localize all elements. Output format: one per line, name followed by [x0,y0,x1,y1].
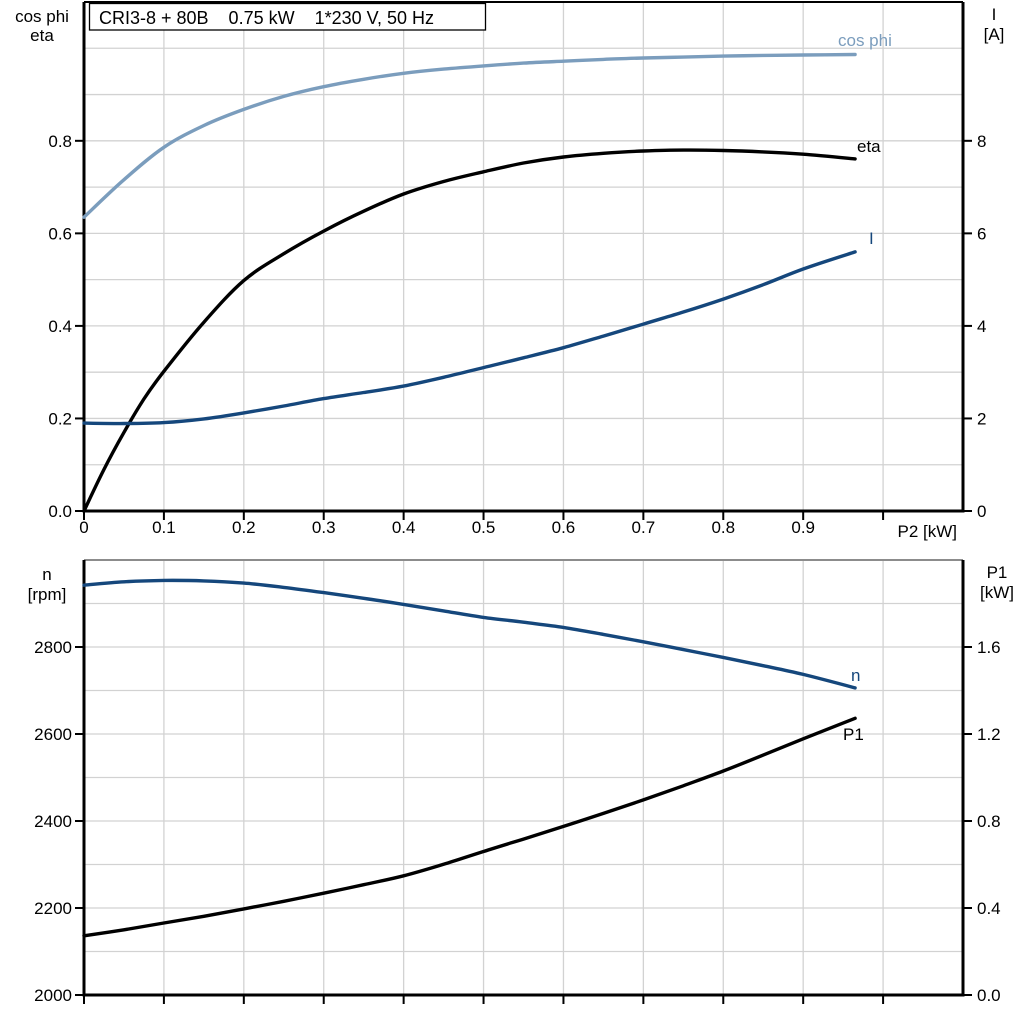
left-axis-tick-label: 2800 [34,638,72,657]
motor-electrical-curves: 0.0 0.2 0.4 0.6 0.8 0 2 4 6 8 0 0.1 0.2 0.3 0.4 0.5 0.6 0… [15,1,1005,541]
left-axis-tick-label: 0.8 [48,132,72,151]
x-axis-tick-label: 0.5 [472,518,496,537]
curve-P1 [82,716,857,938]
right-axis-tick-label: 4 [977,317,986,336]
x-axis-tick-label: 0.7 [632,518,656,537]
left-axis-tick-label: 0.0 [48,502,72,521]
right-axis-title: [kW] [980,583,1014,602]
x-axis-tick-label: 0.2 [232,518,256,537]
axes [82,2,965,513]
right-axis-tick-label: 1.6 [977,638,1001,657]
gridlines [84,560,963,995]
curve-n [82,578,857,690]
x-axis-tick-label: 0.3 [312,518,336,537]
left-axis-tick-label: 2200 [34,899,72,918]
right-axis-tick-label: 0.8 [977,812,1001,831]
right-axis-tick-label: 0.4 [977,899,1001,918]
left-axis-title: eta [30,26,54,45]
x-axis-title: P2 [kW] [897,522,957,541]
x-axis-tick-label: 0.8 [711,518,735,537]
gridlines [84,2,963,511]
title-box: CRI3-8 + 80B 0.75 kW 1*230 V, 50 Hz [88,2,487,31]
x-axis-tick-label: 0.4 [392,518,416,537]
chart-title-text: CRI3-8 + 80B 0.75 kW 1*230 V, 50 Hz [99,8,434,28]
x-axis-tick-label: 0.9 [791,518,815,537]
x-axis-tick-label: 0.1 [152,518,176,537]
curve-I [82,250,857,426]
left-axis-tick-label: 2000 [34,986,72,1005]
right-axis-tick-label: 6 [977,224,986,243]
curve-label-P1: P1 [843,725,864,744]
x-axis-tick-label: 0.6 [552,518,576,537]
right-axis-title: [A] [984,25,1005,44]
left-axis-tick-label: 2600 [34,725,72,744]
left-axis-tick-label: 0.4 [48,317,72,336]
left-axis-tick-label: 0.2 [48,409,72,428]
curve-label-cos-phi: cos phi [838,31,892,50]
left-axis-tick-label: 0.6 [48,224,72,243]
right-axis-tick-label: 0 [977,502,986,521]
right-axis-tick-label: 1.2 [977,725,1001,744]
left-axis-title: n [42,565,51,584]
left-axis-tick-label: 2400 [34,812,72,831]
curve-eta [82,148,857,513]
axes [82,560,965,997]
right-axis-tick-label: 8 [977,132,986,151]
right-axis-tick-label: 0.0 [977,986,1001,1005]
left-axis-title: [rpm] [28,585,67,604]
right-axis-title: I [992,5,997,24]
left-axis-title: cos phi [15,7,69,26]
curve-label-eta: eta [857,137,881,156]
right-axis-tick-label: 2 [977,409,986,428]
curve-cos-phi [82,52,857,219]
tick-marks [75,646,972,1004]
right-axis-title: P1 [987,563,1008,582]
curve-label-n: n [851,666,860,685]
tick-marks [75,139,972,520]
curve-label-I: I [869,229,874,248]
speed-and-input-power-curves: 200022002400260028000.00.40.81.21.6n[rpm… [28,559,1014,1005]
x-axis-tick-label: 0 [79,518,88,537]
